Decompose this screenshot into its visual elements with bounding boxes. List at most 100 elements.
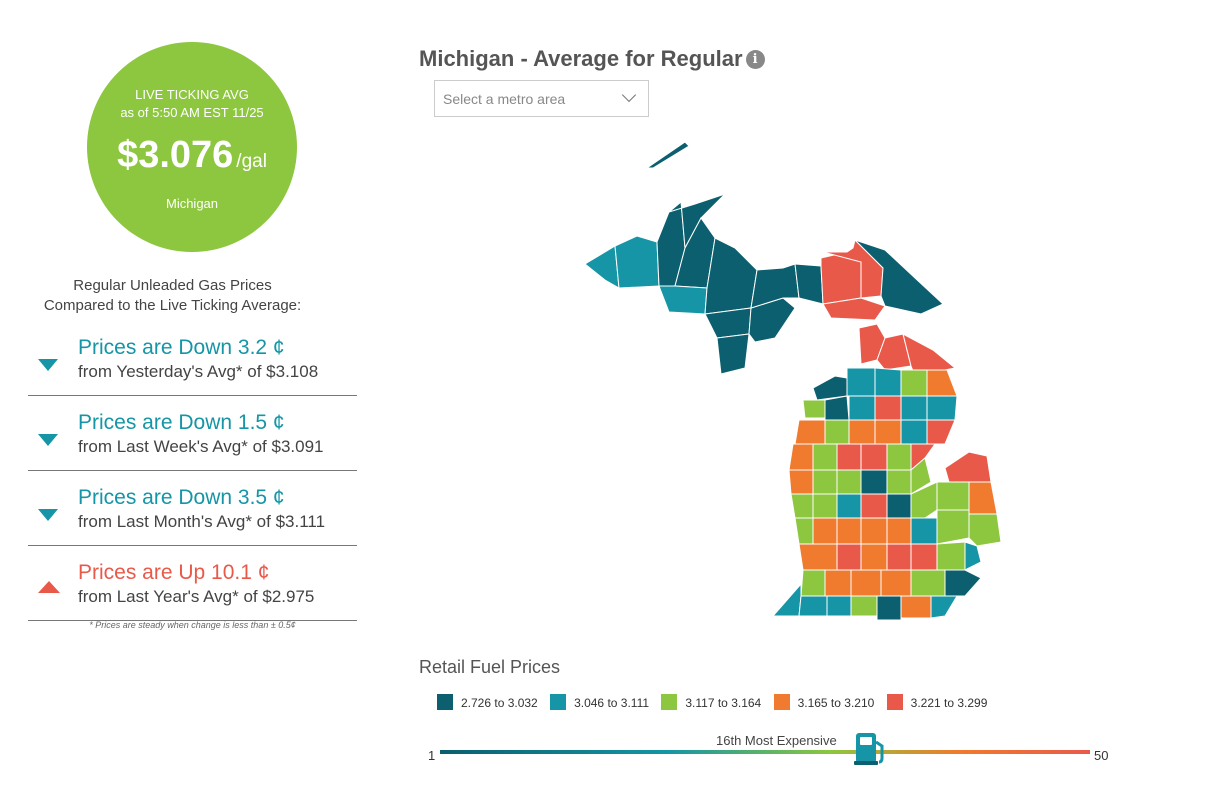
legend-swatch <box>661 694 678 710</box>
county-antrim[interactable] <box>846 367 876 397</box>
live-average-title: LIVE TICKING AVG <box>135 87 249 102</box>
county-otsego[interactable] <box>874 367 902 397</box>
county-wayne[interactable] <box>944 569 982 597</box>
arrow-up-icon <box>38 581 60 593</box>
county-st-joseph[interactable] <box>826 595 852 617</box>
county-menominee[interactable] <box>716 333 750 375</box>
county-eaton[interactable] <box>860 543 888 571</box>
comparison-row-last-year: Prices are Up 10.1 ¢ from Last Year's Av… <box>28 560 357 621</box>
county-berrien[interactable] <box>771 582 802 617</box>
county-marquette[interactable] <box>704 237 758 315</box>
county-calhoun[interactable] <box>850 569 882 597</box>
comparison-row-last-month: Prices are Down 3.5 ¢ from Last Month's … <box>28 485 357 546</box>
county-mecosta[interactable] <box>836 469 862 495</box>
live-average-price: $3.076/gal <box>87 136 297 174</box>
county-alcona[interactable] <box>926 395 958 421</box>
gas-pump-icon <box>854 733 884 765</box>
county-manistee[interactable] <box>788 443 814 471</box>
county-washtenaw[interactable] <box>910 569 946 597</box>
county-ingham[interactable] <box>886 543 912 571</box>
county-midland[interactable] <box>886 469 912 495</box>
county-chippewa-east[interactable] <box>854 239 944 315</box>
live-average-badge: LIVE TICKING AVG as of 5:50 AM EST 11/25… <box>87 42 297 252</box>
county-cass[interactable] <box>798 595 828 617</box>
county-huron[interactable] <box>944 451 992 483</box>
county-ottawa[interactable] <box>794 517 814 545</box>
county-ogemaw[interactable] <box>900 419 928 445</box>
county-barry[interactable] <box>836 543 862 571</box>
county-hillsdale[interactable] <box>876 595 902 621</box>
info-icon[interactable]: i <box>745 50 765 69</box>
county-leelanau[interactable] <box>802 399 826 419</box>
county-missaukee[interactable] <box>848 419 876 445</box>
county-tuscola[interactable] <box>936 481 970 511</box>
county-iron[interactable] <box>658 285 708 315</box>
arrow-down-icon <box>38 434 58 446</box>
county-mason[interactable] <box>812 443 838 471</box>
county-gratiot[interactable] <box>836 493 862 519</box>
county-roscommon[interactable] <box>874 419 902 445</box>
county-kalamazoo[interactable] <box>824 569 852 597</box>
county-cheboygan[interactable] <box>876 333 912 371</box>
county-saginaw[interactable] <box>860 493 888 519</box>
county-shiawassee[interactable] <box>886 517 912 545</box>
county-macomb[interactable] <box>964 541 982 571</box>
county-macomb-north[interactable] <box>936 509 970 545</box>
county-lenawee[interactable] <box>900 595 932 619</box>
county-lapeer[interactable] <box>910 481 938 519</box>
county-oakland[interactable] <box>936 541 966 571</box>
county-oscoda[interactable] <box>900 395 928 421</box>
county-van-buren[interactable] <box>800 569 826 597</box>
county-st-clair[interactable] <box>968 513 1002 547</box>
metro-area-placeholder: Select a metro area <box>443 91 566 107</box>
county-osceola[interactable] <box>860 443 888 471</box>
county-benzie[interactable] <box>794 419 826 445</box>
county-genesee[interactable] <box>910 517 938 545</box>
county-charlevoix[interactable] <box>812 375 848 401</box>
county-isabella[interactable] <box>860 469 888 495</box>
county-keweenaw-isle[interactable] <box>645 141 690 169</box>
legend-item: 3.117 to 3.164 <box>661 694 761 710</box>
county-grand-traverse[interactable] <box>824 395 850 421</box>
county-alpena[interactable] <box>926 369 958 397</box>
county-branch[interactable] <box>850 595 878 617</box>
county-ionia[interactable] <box>836 517 862 545</box>
county-oceana[interactable] <box>788 469 814 495</box>
county-kalkaska[interactable] <box>848 395 876 421</box>
county-wexford[interactable] <box>824 419 850 445</box>
legend-swatch <box>886 694 903 710</box>
county-sanilac[interactable] <box>968 481 998 515</box>
county-muskegon[interactable] <box>790 493 814 519</box>
michigan-county-map[interactable] <box>585 138 1005 623</box>
county-jackson[interactable] <box>880 569 912 597</box>
county-clare[interactable] <box>886 443 912 471</box>
county-mackinac[interactable] <box>822 297 886 321</box>
county-crawford[interactable] <box>874 395 902 421</box>
county-livingston[interactable] <box>910 543 938 571</box>
county-ontonagon[interactable] <box>614 235 660 289</box>
county-monroe[interactable] <box>930 595 958 619</box>
live-average-region: Michigan <box>165 196 219 211</box>
comparison-title-line1: Regular Unleaded Gas Prices <box>73 277 272 294</box>
legend-swatch <box>437 694 453 710</box>
change-text: Prices are Up 10.1 ¢ <box>78 561 270 584</box>
county-kent[interactable] <box>812 517 838 545</box>
rank-label: 16th Most Expensive <box>716 733 837 748</box>
county-clinton[interactable] <box>860 517 888 545</box>
county-newaygo[interactable] <box>812 469 838 495</box>
county-bay[interactable] <box>910 457 932 495</box>
county-lake[interactable] <box>836 443 862 471</box>
footnote: * Prices are steady when change is less … <box>89 620 296 630</box>
county-schoolcraft[interactable] <box>794 263 824 305</box>
county-montcalm[interactable] <box>812 493 838 519</box>
county-allegan[interactable] <box>798 543 838 571</box>
metro-area-select[interactable]: Select a metro area <box>434 80 649 117</box>
legend-item: 3.046 to 3.111 <box>550 694 649 710</box>
legend-label: 2.726 to 3.032 <box>461 696 538 710</box>
county-montmorency[interactable] <box>900 369 928 397</box>
county-gogebic[interactable] <box>585 245 620 289</box>
legend-label: 3.165 to 3.210 <box>797 696 875 710</box>
county-iosco[interactable] <box>926 419 956 445</box>
price-value: $3.076 <box>117 134 234 176</box>
county-genesee-north[interactable] <box>886 493 912 519</box>
